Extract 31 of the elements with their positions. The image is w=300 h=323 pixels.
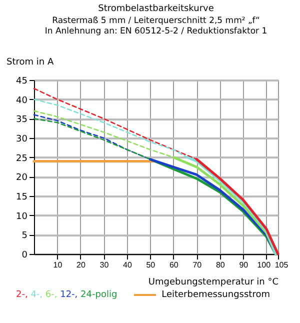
x-tick-label: 100 <box>257 260 272 270</box>
x-tick-label: 10 <box>53 260 63 270</box>
y-tick-label: 20 <box>16 173 28 184</box>
x-axis-title: Umgebungstemperatur in °C <box>148 278 278 288</box>
x-tick-label: 80 <box>216 260 226 270</box>
text: 2-, <box>16 290 29 300</box>
x-tick-label: 20 <box>76 260 86 270</box>
x-tick-label: 40 <box>123 260 132 270</box>
y-tick-label: 5 <box>22 231 28 242</box>
x-tick-label: 90 <box>239 260 249 270</box>
text: 4-, <box>30 290 44 300</box>
y-tick-label: 0 <box>22 250 28 260</box>
x-tick-label: 105 <box>274 260 289 270</box>
legend-label: Leiterbemessungsstrom <box>160 290 270 300</box>
y-tick-label: 35 <box>16 115 28 126</box>
x-tick-label: 30 <box>100 260 110 270</box>
y-tick-label: 40 <box>16 96 28 106</box>
y-tick-label: 15 <box>16 192 28 202</box>
y-axis-title: Strom in A <box>6 58 54 68</box>
y-tick-label: 30 <box>16 134 28 144</box>
text: 6-, <box>45 290 58 300</box>
text: 24-polig <box>80 290 118 300</box>
text: 12-, <box>60 290 79 300</box>
chart-title: Strombelastbarkeitskurve <box>98 4 214 14</box>
y-tick-label: 45 <box>16 76 28 86</box>
x-tick-label: 50 <box>146 260 156 270</box>
chart-subtitle: Rastermaß 5 mm / Leiterquerschnitt 2,5 mm² „f“ In Anlehnung an: EN 60512-5-2 / Reduktionsfaktor 1 <box>44 16 268 36</box>
x-tick-label: 70 <box>192 260 202 270</box>
y-tick-label: 25 <box>16 154 28 164</box>
y-tick-label: 10 <box>16 212 28 222</box>
x-tick-label: 60 <box>169 260 179 270</box>
